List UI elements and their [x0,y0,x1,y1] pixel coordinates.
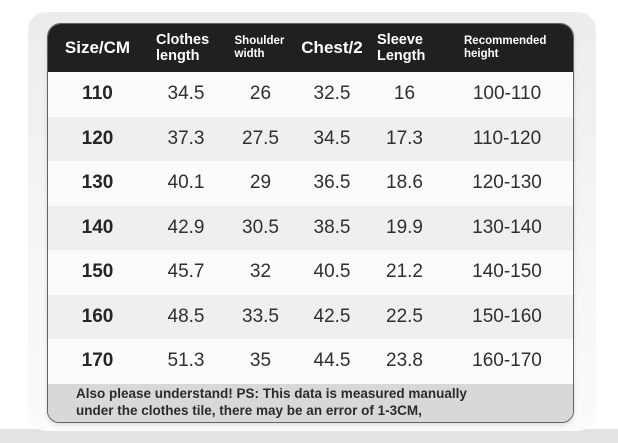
col-header-recommended-height: Recommended height [464,35,547,60]
table-cell: 120 [81,127,114,149]
table-body: 110 34.5 26 32.5 16 100-110 120 37.3 27.… [48,72,573,384]
col-header-chest: Chest/2 [301,38,363,58]
table-row: 120 37.3 27.5 34.5 17.3 110-120 [48,116,573,161]
table-cell: 110 [82,83,113,105]
table-cell: 18.6 [386,172,423,194]
table-cell: 40.1 [167,172,205,194]
table-cell: 19.9 [386,216,423,238]
table-cell: 150-160 [472,305,542,327]
table-cell: 36.5 [313,172,351,194]
table-cell: 32.5 [313,83,351,105]
table-cell: 100-110 [472,83,542,105]
table-cell: 17.3 [386,127,423,149]
table-cell: 42.9 [167,216,205,238]
table-cell: 160-170 [472,350,542,372]
table-cell: 140 [81,216,114,238]
table-cell: 45.7 [167,261,205,283]
table-cell: 22.5 [386,305,423,327]
measurement-disclaimer-text: Also please understand! PS: This data is… [76,385,467,418]
table-cell: 40.5 [313,261,351,283]
table-cell: 38.5 [313,216,351,238]
table-cell: 27.5 [242,127,279,149]
table-cell: 140-150 [472,261,542,283]
table-cell: 170 [81,350,114,372]
table-row: 150 45.7 32 40.5 21.2 140-150 [48,250,573,295]
col-header-shoulder-width: Shoulder width [234,35,285,60]
table-cell: 42.5 [313,305,351,327]
table-cell: 26 [249,83,272,105]
table-cell: 32 [249,261,272,283]
table-row: 110 34.5 26 32.5 16 100-110 [48,72,573,117]
table-cell: 110-120 [472,127,542,149]
size-chart-table: Size/CM Clothes length Shoulder width Ch… [47,23,574,423]
table-cell: 150 [81,261,114,283]
table-cell: 160 [81,305,114,327]
table-cell: 37.3 [167,127,205,149]
col-header-sleeve-length: Sleeve Length [377,31,426,64]
table-cell: 21.2 [386,261,423,283]
table-cell: 120-130 [472,172,542,194]
col-header-clothes-length: Clothes length [156,31,210,64]
table-cell: 130-140 [472,216,542,238]
page-bottom-strip [0,429,618,443]
table-cell: 44.5 [313,350,351,372]
table-cell: 34.5 [167,83,205,105]
table-cell: 34.5 [313,127,351,149]
table-cell: 16 [393,83,416,105]
table-cell: 23.8 [386,350,423,372]
table-cell: 48.5 [167,305,205,327]
table-cell: 51.3 [167,350,205,372]
table-cell: 29 [249,172,272,194]
table-cell: 35 [249,350,272,372]
table-cell: 30.5 [242,216,279,238]
table-header: Size/CM Clothes length Shoulder width Ch… [48,24,573,72]
table-row: 130 40.1 29 36.5 18.6 120-130 [48,161,573,206]
table-cell: 33.5 [242,305,279,327]
col-header-size-cm: Size/CM [64,38,131,58]
table-note: Also please understand! PS: This data is… [48,383,573,422]
table-row: 140 42.9 30.5 38.5 19.9 130-140 [48,205,573,250]
table-cell: 130 [81,172,114,194]
table-row: 170 51.3 35 44.5 23.8 160-170 [48,339,573,384]
table-row: 160 48.5 33.5 42.5 22.5 150-160 [48,294,573,339]
